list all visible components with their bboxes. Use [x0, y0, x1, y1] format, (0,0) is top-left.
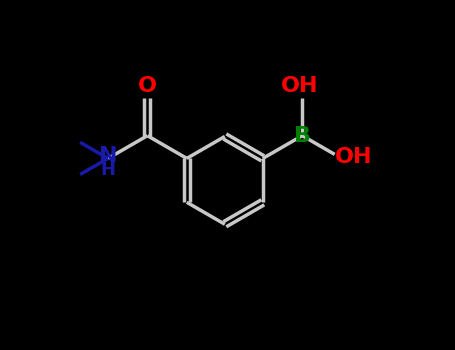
Text: O: O — [138, 76, 157, 96]
Text: N: N — [99, 146, 117, 166]
Text: B: B — [294, 126, 311, 146]
Text: OH: OH — [281, 76, 318, 96]
Text: OH: OH — [335, 147, 372, 167]
Text: H: H — [101, 161, 116, 179]
